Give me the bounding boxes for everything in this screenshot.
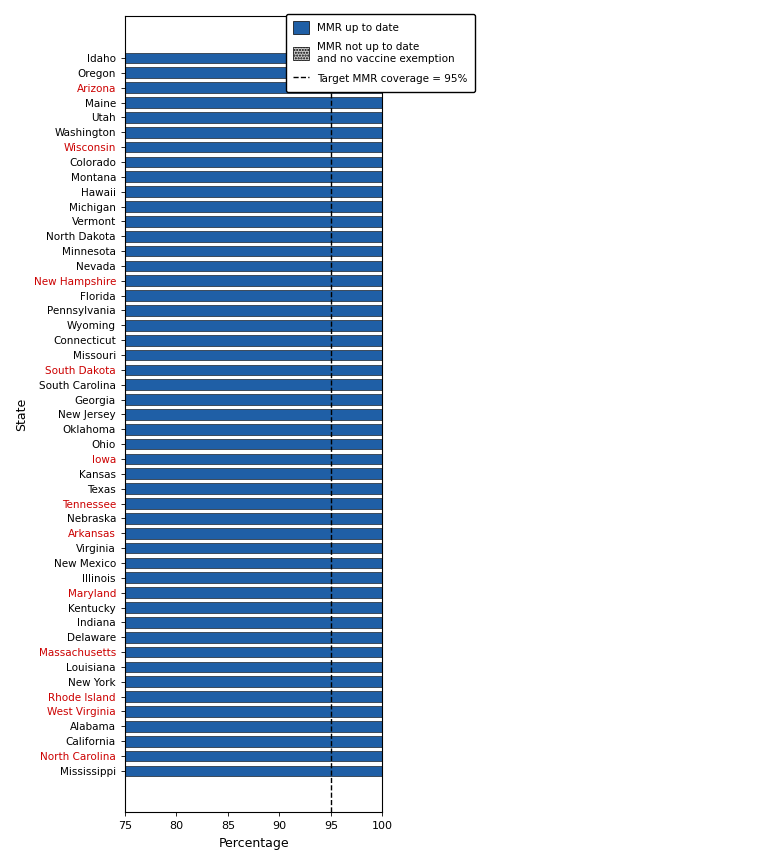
- Bar: [125, 305, 776, 316]
- Bar: [125, 216, 776, 227]
- Bar: [125, 202, 776, 212]
- Bar: [125, 558, 776, 568]
- Bar: [125, 721, 776, 732]
- Bar: [125, 157, 776, 167]
- Bar: [125, 484, 776, 494]
- Bar: [125, 617, 776, 628]
- Bar: [125, 186, 776, 197]
- Bar: [125, 691, 776, 702]
- Bar: [125, 97, 776, 108]
- Bar: [125, 573, 776, 583]
- Y-axis label: State: State: [15, 398, 28, 431]
- Bar: [125, 453, 776, 465]
- Bar: [125, 320, 776, 330]
- Bar: [125, 409, 776, 420]
- Bar: [125, 291, 776, 301]
- Bar: [125, 528, 776, 539]
- Bar: [125, 112, 776, 123]
- Bar: [125, 275, 776, 286]
- Bar: [125, 67, 776, 78]
- Bar: [125, 766, 776, 776]
- Bar: [125, 335, 776, 345]
- Bar: [125, 127, 776, 138]
- Bar: [125, 736, 776, 746]
- Bar: [125, 394, 776, 405]
- Bar: [125, 706, 776, 717]
- Bar: [125, 142, 776, 152]
- Bar: [125, 647, 776, 657]
- Legend: MMR up to date, MMR not up to date
and no vaccine exemption, Target MMR coverage: MMR up to date, MMR not up to date and n…: [286, 14, 475, 92]
- Bar: [125, 498, 776, 509]
- Bar: [125, 380, 776, 390]
- Bar: [125, 751, 776, 761]
- Bar: [125, 602, 776, 613]
- Bar: [125, 676, 776, 687]
- Bar: [125, 424, 776, 434]
- Bar: [125, 82, 776, 93]
- Bar: [125, 349, 776, 361]
- X-axis label: Percentage: Percentage: [218, 837, 289, 850]
- Bar: [125, 439, 776, 450]
- Bar: [125, 542, 776, 554]
- Bar: [125, 662, 776, 672]
- Bar: [125, 260, 776, 272]
- Bar: [125, 364, 776, 375]
- Bar: [125, 469, 776, 479]
- Bar: [125, 246, 776, 256]
- Bar: [125, 631, 776, 643]
- Bar: [125, 171, 776, 183]
- Bar: [125, 53, 776, 63]
- Bar: [125, 231, 776, 241]
- Bar: [125, 587, 776, 598]
- Bar: [125, 513, 776, 523]
